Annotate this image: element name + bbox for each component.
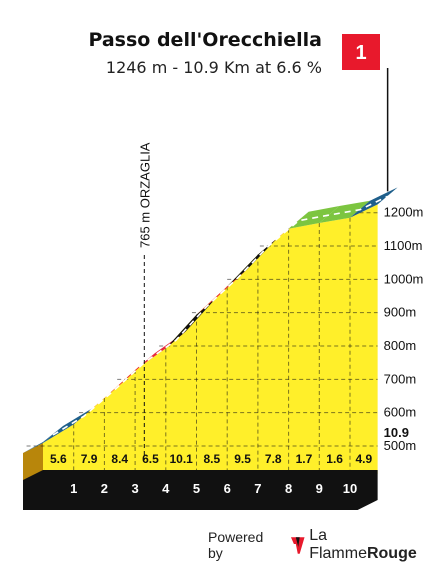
x-tick-label: 6 bbox=[224, 481, 231, 496]
x-tick-label: 7 bbox=[254, 481, 261, 496]
brand-name-bold: Rouge bbox=[366, 545, 417, 562]
road-centerline bbox=[52, 195, 388, 436]
gradient-band-segment bbox=[350, 187, 398, 218]
profile-base bbox=[23, 470, 378, 510]
segment-gradient-label: 1.7 bbox=[296, 452, 313, 466]
segment-gradient-label: 4.9 bbox=[355, 452, 372, 466]
y-tick-label: 800m bbox=[384, 338, 417, 353]
footer: Powered by La FlammeRouge bbox=[208, 527, 435, 563]
x-end-label: 10.9 bbox=[384, 425, 409, 440]
powered-by-label: Powered by bbox=[208, 529, 264, 561]
x-tick-label: 9 bbox=[316, 481, 323, 496]
y-tick-label: 700m bbox=[384, 371, 417, 386]
y-tick-label: 900m bbox=[384, 305, 417, 320]
brand-name-light: La Flamme bbox=[309, 527, 367, 562]
segment-gradient-label: 8.4 bbox=[111, 452, 128, 466]
segment-gradient-label: 10.1 bbox=[169, 452, 193, 466]
segment-gradient-label: 6.5 bbox=[142, 452, 159, 466]
y-tick-label: 600m bbox=[384, 405, 417, 420]
y-tick-label: 1000m bbox=[384, 271, 424, 286]
segment-gradient-label: 8.5 bbox=[204, 452, 221, 466]
flamme-rouge-logo-icon bbox=[290, 537, 305, 554]
x-tick-label: 8 bbox=[285, 481, 292, 496]
x-tick-label: 3 bbox=[131, 481, 138, 496]
segment-gradient-label: 7.9 bbox=[81, 452, 98, 466]
y-tick-label: 500m bbox=[384, 438, 417, 453]
brand-name: La FlammeRouge bbox=[309, 527, 435, 563]
segment-gradient-label: 5.6 bbox=[50, 452, 67, 466]
y-tick-label: 1100m bbox=[384, 238, 423, 253]
climb-subtitle: 1246 m - 10.9 Km at 6.6 % bbox=[105, 58, 322, 77]
x-tick-label: 4 bbox=[162, 481, 170, 496]
y-tick-label: 1200m bbox=[384, 205, 424, 220]
x-tick-label: 5 bbox=[193, 481, 200, 496]
summit-flag-label: 1 bbox=[355, 42, 366, 64]
summit-flag bbox=[342, 34, 380, 70]
landmark-label: 765 m ORZAGLIA bbox=[137, 142, 152, 248]
climb-title: Passo dell'Orecchiella bbox=[88, 29, 322, 51]
x-tick-label: 10 bbox=[343, 481, 357, 496]
segment-gradient-label: 7.8 bbox=[265, 452, 282, 466]
segment-gradient-label: 1.6 bbox=[326, 452, 343, 466]
x-tick-label: 2 bbox=[101, 481, 108, 496]
segment-gradient-label: 9.5 bbox=[234, 452, 251, 466]
x-tick-label: 1 bbox=[70, 481, 77, 496]
profile-fill bbox=[43, 204, 378, 475]
